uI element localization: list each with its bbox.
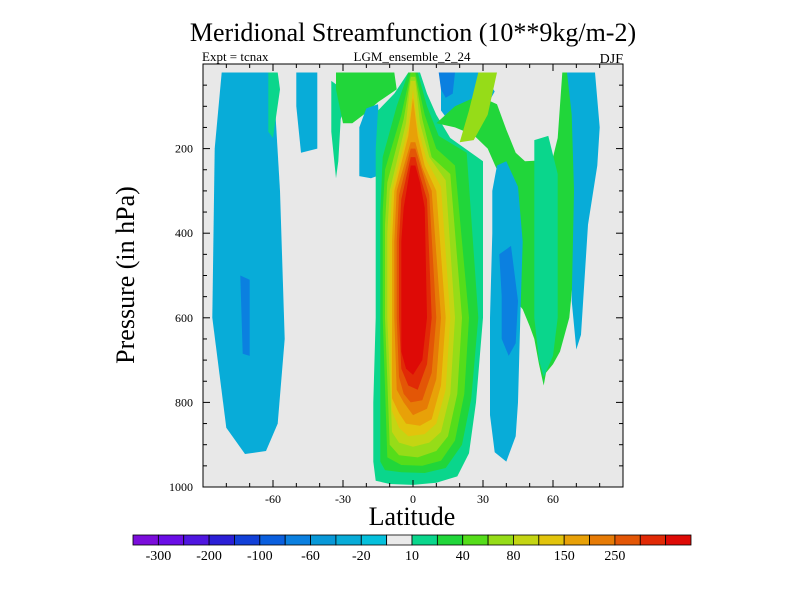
contour-fills: [212, 72, 600, 485]
colorbar-box: [487, 534, 514, 546]
y-tick-label: 600: [175, 311, 193, 325]
colorbar-box: [665, 534, 692, 546]
colorbar-box: [538, 534, 565, 546]
colorbar-box: [639, 534, 667, 546]
colorbar-box: [513, 534, 540, 546]
colorbar-label: -200: [196, 549, 222, 564]
colorbar-box: [411, 534, 438, 546]
colorbar-box: [386, 534, 413, 546]
colorbar-box: [614, 534, 641, 546]
colorbar-box: [157, 534, 185, 546]
x-tick-label: -30: [335, 492, 351, 506]
contour-region-10: [534, 135, 558, 377]
colorbar-label: 150: [554, 549, 575, 564]
x-axis-label: Latitude: [369, 502, 456, 531]
contour-region--60: [438, 72, 455, 98]
chart-subtitle-ensemble: LGM_ensemble_2_24: [354, 49, 471, 64]
axis-ticks: -60 -30 0 30 60 200 400 600 800 1000: [169, 63, 624, 506]
colorbar-box: [436, 534, 464, 546]
colorbar-label: 10: [405, 549, 419, 564]
contour-region--60: [240, 275, 250, 356]
colorbar-box: [284, 534, 311, 546]
colorbar-label: -300: [146, 549, 172, 564]
colorbar-box: [335, 534, 362, 546]
chart-subtitle-season: DJF: [600, 52, 624, 67]
contour-region--20: [567, 72, 600, 350]
contour-region--20: [296, 72, 318, 153]
chart-subtitle-experiment: Expt = tcnax: [202, 49, 269, 64]
contour-region-350: [401, 165, 427, 375]
y-axis-label: Pressure (in hPa): [111, 186, 140, 364]
colorbar-label: -60: [301, 549, 320, 564]
contour-region--60: [499, 245, 518, 356]
colorbar-label: -100: [247, 549, 273, 564]
y-tick-label: 400: [175, 226, 193, 240]
x-tick-label: 60: [547, 492, 559, 506]
colorbar-label: 40: [456, 549, 470, 564]
y-tick-label: 1000: [169, 480, 193, 494]
colorbar-label: 80: [507, 549, 521, 564]
contour-region--20: [212, 72, 285, 454]
contour-region-10: [268, 72, 280, 138]
colorbar: -300 -200 -100 -60 -20 10 40 80 150 250: [132, 534, 692, 564]
colorbar-box: [589, 534, 616, 546]
colorbar-box: [132, 534, 159, 546]
colorbar-box: [208, 534, 235, 546]
colorbar-box: [259, 534, 286, 546]
chart-title: Meridional Streamfunction (10**9kg/m-2): [190, 18, 636, 47]
colorbar-box: [360, 534, 388, 546]
x-tick-label: 0: [410, 492, 416, 506]
x-tick-label: 30: [477, 492, 489, 506]
colorbar-box: [183, 534, 210, 546]
colorbar-label: -20: [352, 549, 371, 564]
colorbar-box: [234, 534, 261, 546]
plot-area: -60 -30 0 30 60 200 400 600 800 1000: [169, 63, 624, 506]
contour-region-80: [459, 72, 497, 143]
contour-region-40: [336, 72, 397, 124]
y-tick-label: 200: [175, 142, 193, 156]
colorbar-box: [462, 534, 489, 546]
colorbar-label: 250: [604, 549, 625, 564]
colorbar-box: [310, 534, 337, 546]
x-tick-label: -60: [265, 492, 281, 506]
colorbar-box: [563, 534, 590, 546]
y-tick-label: 800: [175, 395, 193, 409]
